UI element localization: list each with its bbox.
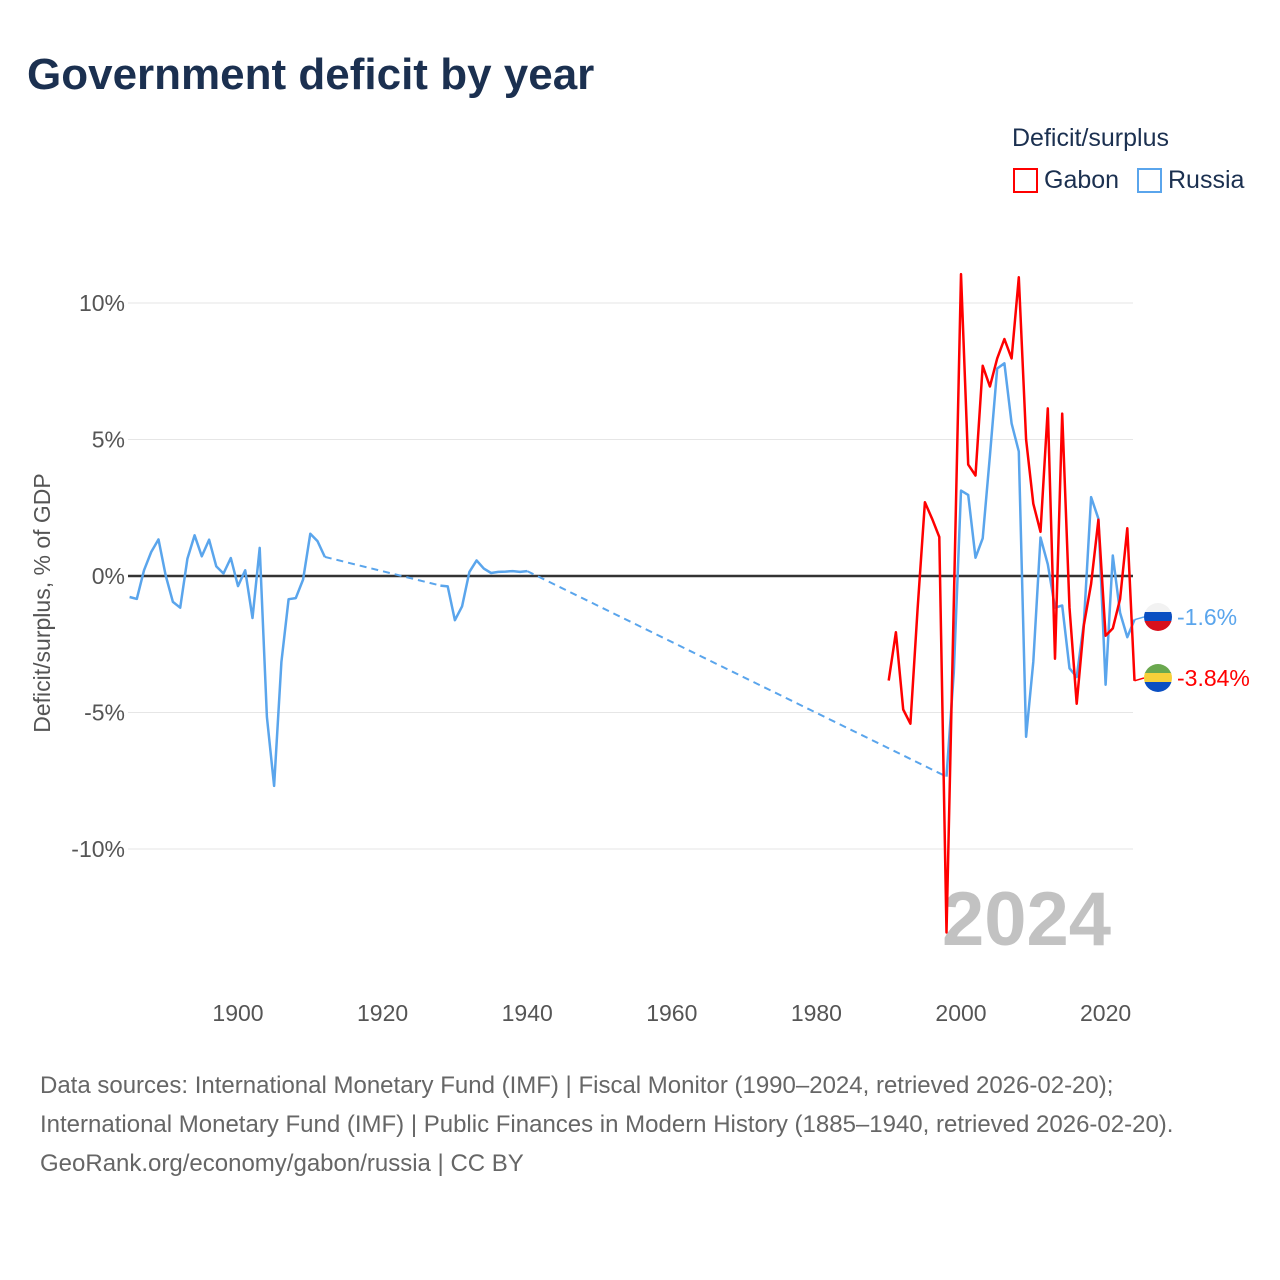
legend-swatch-russia xyxy=(1137,168,1162,193)
legend-label-gabon: Gabon xyxy=(1044,166,1120,194)
chart-title: Government deficit by year xyxy=(27,50,595,99)
russia-end-connector xyxy=(1134,616,1145,621)
legend-title: Deficit/surplus xyxy=(1012,124,1169,152)
credit-link[interactable]: GeoRank.org/economy/gabon/russia | CC BY xyxy=(40,1150,524,1177)
legend-item-gabon[interactable]: Gabon xyxy=(1013,166,1119,195)
legend-label-russia: Russia xyxy=(1168,166,1245,194)
russia-end-label: -1.6% xyxy=(1177,604,1237,630)
y-tick-label: 0% xyxy=(92,563,125,589)
y-tick-label: -5% xyxy=(84,700,125,726)
russia-gap-line xyxy=(324,555,441,587)
gabon-end-connector xyxy=(1134,677,1145,682)
legend-swatch-gabon xyxy=(1013,168,1038,193)
gabon-line xyxy=(887,272,1136,934)
x-tick-label: 1940 xyxy=(502,1000,553,1026)
russia-line xyxy=(945,362,1136,777)
y-axis-label: Deficit/surplus, % of GDP xyxy=(29,473,55,732)
x-tick-label: 1980 xyxy=(791,1000,842,1026)
russia-line xyxy=(129,532,326,788)
russia-gap-line xyxy=(526,570,947,778)
gabon-end-label: -3.84% xyxy=(1177,665,1250,691)
gabon-flag-icon xyxy=(1144,664,1172,692)
legend-item-russia[interactable]: Russia xyxy=(1137,166,1244,195)
x-tick-label: 2000 xyxy=(935,1000,986,1026)
russia-flag-icon xyxy=(1144,603,1172,631)
year-watermark: 2024 xyxy=(942,877,1111,962)
russia-line xyxy=(440,559,528,622)
x-tick-label: 1960 xyxy=(646,1000,697,1026)
data-sources: Data sources: International Monetary Fun… xyxy=(40,1072,1174,1138)
x-tick-label: 2020 xyxy=(1080,1000,1131,1026)
y-tick-label: -10% xyxy=(71,836,125,862)
x-tick-label: 1920 xyxy=(357,1000,408,1026)
y-tick-label: 5% xyxy=(92,427,125,453)
x-tick-label: 1900 xyxy=(212,1000,263,1026)
y-tick-label: 10% xyxy=(79,290,125,316)
footer: Data sources: International Monetary Fun… xyxy=(40,1066,1240,1183)
